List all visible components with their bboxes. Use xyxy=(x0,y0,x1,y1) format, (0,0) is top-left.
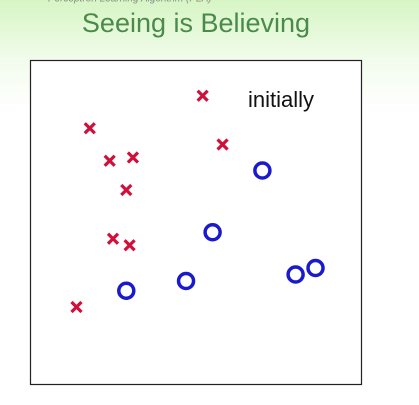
cross-point xyxy=(70,300,83,314)
circle-point xyxy=(117,281,136,300)
cross-point xyxy=(123,239,136,252)
cross-point xyxy=(196,89,209,102)
circle-point xyxy=(306,258,325,278)
circle-point xyxy=(286,265,305,284)
cross-point xyxy=(106,232,120,245)
cross-point xyxy=(216,138,229,151)
slide-header: Perceptron Learning Algorithm (PLA) xyxy=(48,0,212,5)
slide-title: Seeing is Believing xyxy=(82,8,310,38)
plot-frame xyxy=(29,59,363,386)
annotation: initially xyxy=(248,87,314,112)
cross-point xyxy=(103,154,116,167)
cross-point xyxy=(126,151,140,164)
circle-point xyxy=(176,271,196,291)
circle-point xyxy=(253,161,272,180)
cross-point xyxy=(83,122,96,135)
circle-point xyxy=(203,223,222,242)
cross-point xyxy=(120,183,133,197)
